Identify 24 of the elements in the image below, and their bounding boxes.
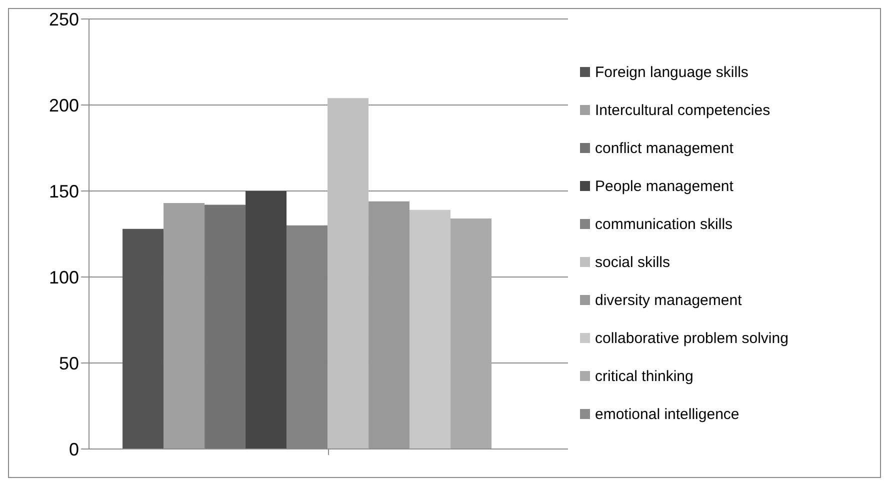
legend-label: collaborative problem solving bbox=[595, 330, 788, 346]
y-tick-label: 100 bbox=[48, 267, 79, 288]
legend-label: diversity management bbox=[595, 292, 742, 308]
legend-label: communication skills bbox=[595, 216, 733, 232]
bar bbox=[450, 218, 492, 449]
y-tick-label: 250 bbox=[48, 9, 79, 30]
y-tick-label: 50 bbox=[58, 353, 79, 374]
y-tick-label: 150 bbox=[48, 181, 79, 202]
y-tick-label: 0 bbox=[68, 439, 79, 460]
legend-label: emotional intelligence bbox=[595, 406, 740, 422]
bar bbox=[122, 228, 164, 449]
bar bbox=[204, 204, 246, 449]
bar bbox=[328, 98, 369, 449]
legend-label: critical thinking bbox=[595, 368, 694, 384]
bar bbox=[164, 203, 205, 449]
legend-label: social skills bbox=[595, 254, 670, 270]
legend-label: Intercultural competencies bbox=[595, 102, 770, 118]
bar bbox=[410, 210, 451, 449]
legend-label: Foreign language skills bbox=[595, 64, 748, 80]
bar bbox=[368, 201, 410, 449]
y-tick-label: 200 bbox=[48, 95, 79, 116]
legend-label: People management bbox=[595, 178, 734, 194]
legend-label: conflict management bbox=[595, 140, 734, 156]
bar bbox=[246, 191, 287, 449]
